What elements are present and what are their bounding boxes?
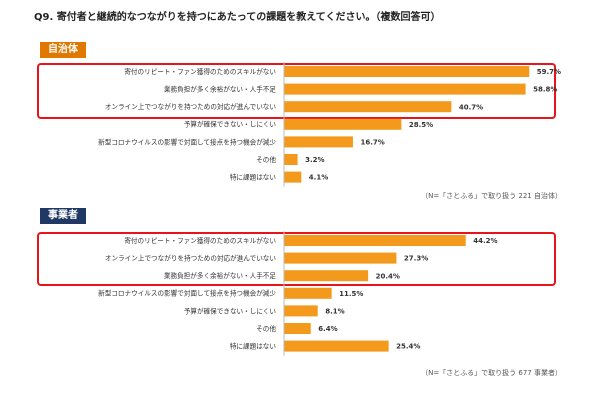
bar (284, 101, 452, 113)
category-label: 予算が確保できない・しにくい (184, 120, 277, 129)
category-label: 予算が確保できない・しにくい (184, 306, 277, 315)
value-label: 6.4% (318, 325, 337, 333)
category-label: 業務負担が多く余裕がない・人手不足 (164, 271, 276, 280)
bar (284, 154, 298, 165)
category-label: 業務負担が多く余裕がない・人手不足 (164, 85, 276, 94)
category-label: 特に課題はない (230, 342, 277, 351)
value-label: 40.7% (459, 103, 483, 111)
value-label: 16.7% (360, 139, 384, 147)
highlight-box-municipality (37, 63, 556, 119)
bar (284, 136, 353, 148)
value-label: 8.1% (325, 308, 344, 316)
bar (284, 235, 466, 246)
value-label: 28.5% (409, 121, 433, 129)
value-label: 59.7% (537, 68, 561, 76)
section-label-municipality: 自治体 (40, 42, 86, 58)
bar-chart-business: 寄付のリピート・ファン獲得のためのスキルがない 44.2% オンライン上でつながりを… (98, 231, 498, 356)
category-label: 寄付のリピート・ファン獲得のためのスキルがない (124, 236, 276, 245)
value-label: 25.4% (396, 343, 420, 351)
note-municipality: （N=「さとふる」で取り扱う 221 自治体） (421, 192, 562, 200)
note-business: （N=「さとふる」で取り扱う 677 事業者） (421, 369, 562, 377)
question-title: Q9. 寄付者と継続的なつながりを持つにあたっての課題を教えてください。（複数回… (34, 12, 441, 23)
bar (284, 66, 530, 77)
value-label: 3.2% (305, 156, 324, 164)
bar (284, 118, 402, 130)
value-label: 11.5% (339, 290, 363, 298)
category-label: 新型コロナウイルスの影響で対面して接点を持つ機会が減少 (98, 289, 276, 298)
section-label-business: 事業者 (40, 208, 86, 224)
category-label: オンライン上でつながりを持つための対応が進んでいない (105, 254, 277, 263)
bar (284, 252, 397, 264)
value-label: 20.4% (376, 272, 400, 280)
value-label: 44.2% (473, 237, 497, 245)
highlight-box-business (37, 232, 556, 286)
value-label: 58.8% (533, 86, 557, 94)
category-label: その他 (256, 324, 276, 333)
bar (284, 323, 311, 334)
bar (284, 270, 369, 282)
bar (284, 171, 302, 183)
category-label: その他 (256, 155, 276, 164)
value-label: 4.1% (309, 174, 328, 182)
category-label: 新型コロナウイルスの影響で対面して接点を持つ機会が減少 (98, 137, 276, 146)
bar (284, 83, 526, 95)
bar-chart-municipality: 寄付のリピート・ファン獲得のためのスキルがない 59.7% 業務負担が多く余裕がない… (98, 62, 561, 187)
bar (284, 340, 389, 352)
category-label: 寄付のリピート・ファン獲得のためのスキルがない (124, 67, 276, 76)
value-label: 27.3% (404, 255, 428, 263)
bar (284, 287, 332, 299)
bar (284, 305, 318, 317)
category-label: 特に課題はない (230, 173, 277, 182)
category-label: オンライン上でつながりを持つための対応が進んでいない (105, 102, 277, 111)
